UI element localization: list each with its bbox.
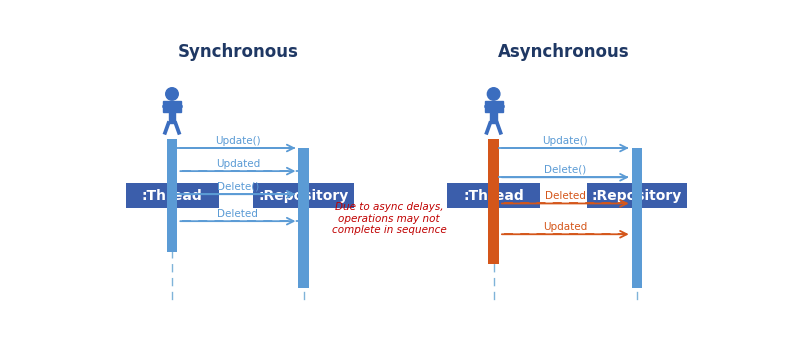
Text: Delete(): Delete() [216,182,259,192]
Bar [167,139,177,252]
Text: Asynchronous: Asynchronous [497,43,629,61]
Text: :Thread: :Thread [464,189,524,203]
Text: Deleted: Deleted [545,191,586,201]
Text: Updated: Updated [543,222,587,232]
Bar [298,148,309,288]
Circle shape [166,88,179,100]
Text: :Repository: :Repository [592,189,682,203]
Text: Due to async delays,
operations may not
complete in sequence: Due to async delays, operations may not … [331,202,446,236]
Bar [488,139,499,263]
Text: :Repository: :Repository [259,189,349,203]
Polygon shape [485,101,503,123]
Text: Update(): Update() [542,136,588,146]
Circle shape [487,88,500,100]
Bar [632,148,642,288]
Text: Update(): Update() [215,136,260,146]
Text: Delete(): Delete() [544,165,586,175]
Bar [586,183,687,208]
Bar [125,183,219,208]
Text: Synchronous: Synchronous [177,43,298,61]
Bar [253,183,354,208]
Bar [447,183,540,208]
Text: Updated: Updated [216,159,260,169]
Text: Deleted: Deleted [217,209,258,219]
Polygon shape [163,101,181,123]
Text: :Thread: :Thread [142,189,202,203]
